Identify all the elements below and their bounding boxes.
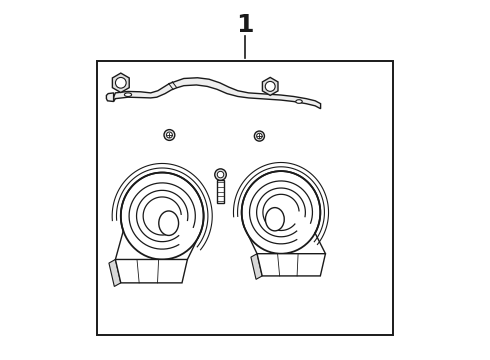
Circle shape	[116, 77, 126, 88]
Polygon shape	[257, 254, 325, 276]
Circle shape	[254, 131, 265, 141]
Polygon shape	[251, 254, 262, 279]
Ellipse shape	[242, 171, 320, 254]
Text: 1: 1	[236, 13, 254, 37]
Circle shape	[215, 169, 226, 180]
Polygon shape	[263, 77, 278, 95]
Ellipse shape	[296, 100, 302, 103]
Ellipse shape	[124, 93, 132, 96]
Ellipse shape	[266, 208, 284, 231]
Polygon shape	[116, 260, 187, 283]
Polygon shape	[114, 78, 320, 109]
Ellipse shape	[159, 211, 178, 235]
Circle shape	[164, 130, 175, 140]
Circle shape	[167, 132, 172, 138]
Ellipse shape	[121, 172, 204, 260]
Circle shape	[217, 171, 224, 178]
Bar	[217, 180, 224, 203]
Polygon shape	[112, 73, 129, 93]
Circle shape	[265, 81, 275, 91]
Polygon shape	[109, 260, 121, 287]
Circle shape	[257, 133, 262, 139]
Bar	[98, 61, 392, 335]
Polygon shape	[106, 93, 114, 102]
